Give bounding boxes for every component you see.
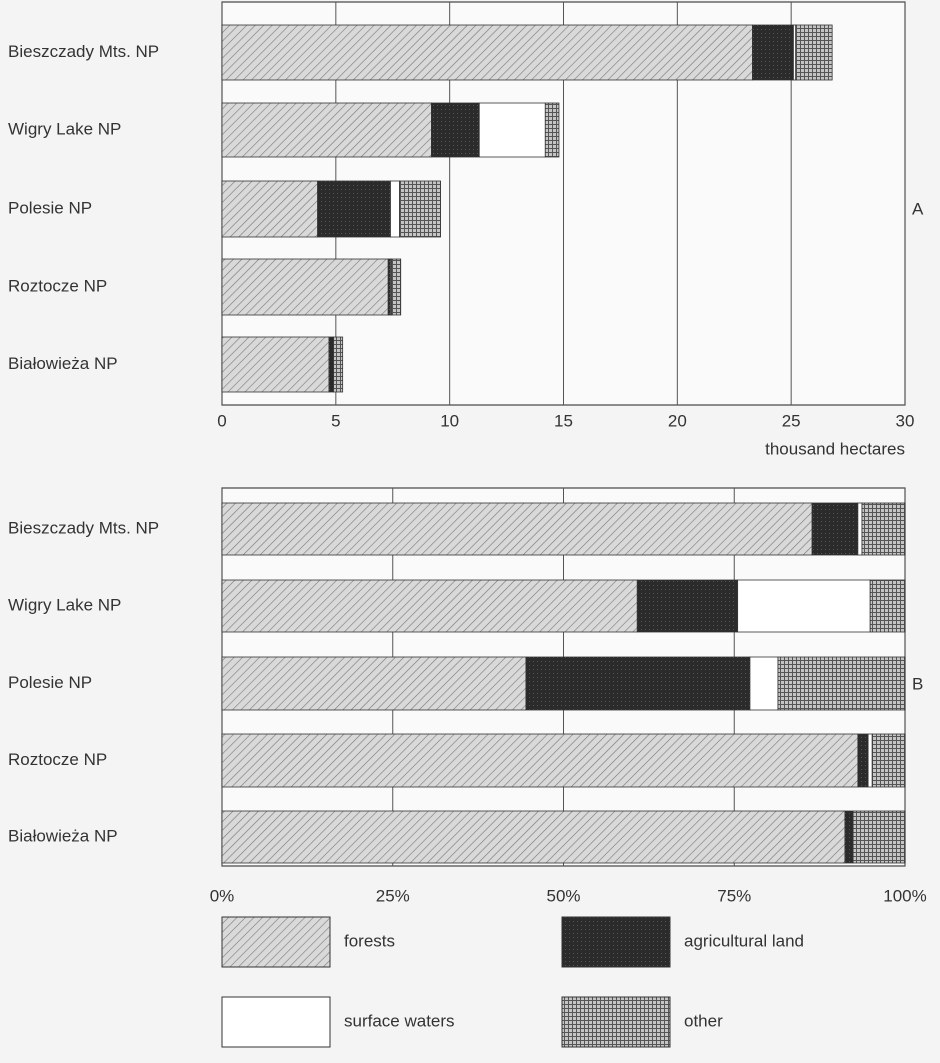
x-tick-label: 5 <box>331 411 340 430</box>
bar-segment <box>525 656 751 711</box>
x-tick-label: 75% <box>717 886 751 905</box>
bar-segment <box>752 24 794 81</box>
bar-segment <box>221 810 846 864</box>
bar-segment <box>852 810 906 864</box>
legend-swatch <box>561 996 671 1048</box>
bar-segment <box>857 733 869 788</box>
bar-segment <box>749 656 779 711</box>
x-tick-label: 30 <box>896 411 915 430</box>
legend-label: surface waters <box>344 1011 455 1030</box>
y-tick-label: Bieszczady Mts. NP <box>8 518 159 537</box>
legend-label: agricultural land <box>684 931 804 950</box>
bar-segment <box>221 102 432 158</box>
x-tick-label: 20 <box>668 411 687 430</box>
bar-segment <box>221 336 330 393</box>
bar-segment <box>861 502 906 556</box>
x-tick-label: 10 <box>440 411 459 430</box>
bar-segment <box>221 24 753 81</box>
bar-segment <box>221 180 319 238</box>
bar-segment <box>636 579 739 633</box>
y-tick-label: Wigry Lake NP <box>8 119 121 138</box>
y-tick-label: Roztocze NP <box>8 276 107 295</box>
y-tick-label: Bieszczady Mts. NP <box>8 42 159 61</box>
y-tick-label: Roztocze NP <box>8 750 107 769</box>
bar-segment <box>431 102 480 158</box>
x-tick-label: 50% <box>546 886 580 905</box>
bar-segment <box>328 336 334 393</box>
bar-segment <box>221 258 389 316</box>
bar-segment <box>857 502 863 556</box>
x-tick-label: 25% <box>376 886 410 905</box>
y-tick-label: Białowieża NP <box>8 354 118 373</box>
bar-segment <box>869 579 906 633</box>
y-tick-label: Polesie NP <box>8 198 92 217</box>
legend-swatch <box>221 916 331 968</box>
x-axis-label: thousand hectares <box>765 439 905 458</box>
x-tick-label: 25 <box>782 411 801 430</box>
y-tick-label: Polesie NP <box>8 673 92 692</box>
bar-segment <box>391 258 402 316</box>
bar-segment <box>867 733 873 788</box>
chart-annotation: A <box>912 199 924 218</box>
legend-swatch <box>561 916 671 968</box>
bar-segment <box>221 733 859 788</box>
y-tick-label: Wigry Lake NP <box>8 595 121 614</box>
bar-segment <box>795 24 833 81</box>
bar-segment <box>317 180 391 238</box>
bar-segment <box>777 656 906 711</box>
bar-segment <box>844 810 854 864</box>
bar-segment <box>221 579 638 633</box>
chart-annotation: B <box>912 674 923 693</box>
bar-segment <box>871 733 906 788</box>
bar-segment <box>478 102 546 158</box>
legend-label: other <box>684 1011 723 1030</box>
bar-segment <box>544 102 560 158</box>
x-tick-label: 15 <box>554 411 573 430</box>
bar-segment <box>737 579 871 633</box>
legend-swatch <box>221 996 331 1048</box>
bar-segment <box>390 180 400 238</box>
bar-segment <box>221 656 527 711</box>
x-tick-label: 0% <box>210 886 235 905</box>
y-tick-label: Białowieża NP <box>8 826 118 845</box>
bar-segment <box>333 336 344 393</box>
x-tick-label: 0 <box>217 411 226 430</box>
bar-segment <box>399 180 441 238</box>
x-tick-label: 100% <box>883 886 926 905</box>
legend-label: forests <box>344 931 395 950</box>
bar-segment <box>811 502 859 556</box>
bar-segment <box>221 502 813 556</box>
